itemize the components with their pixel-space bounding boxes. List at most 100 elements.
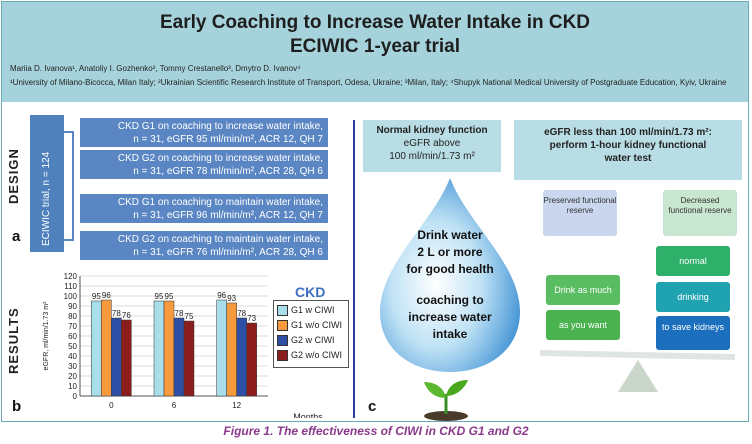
title-line-2: ECIWIC 1-year trial bbox=[290, 36, 460, 57]
panel-divider bbox=[353, 120, 355, 418]
design-section-label: DESIGN bbox=[6, 148, 21, 204]
bar bbox=[246, 322, 257, 397]
drink-as-much-block: Drink as much bbox=[546, 275, 620, 305]
design-box-line1: CKD G1 on coaching to maintain water int… bbox=[117, 197, 323, 208]
y-tick-label: 20 bbox=[68, 372, 77, 381]
bracket-vertical bbox=[72, 131, 74, 241]
y-tick-label: 80 bbox=[68, 312, 77, 321]
x-tick-label: 6 bbox=[172, 401, 177, 410]
bar bbox=[183, 320, 195, 397]
x-tick-label: 12 bbox=[232, 401, 241, 410]
y-tick-label: 50 bbox=[68, 342, 77, 351]
data-label: 96 bbox=[102, 291, 111, 300]
x-tick-label: 0 bbox=[109, 401, 114, 410]
legend-swatch bbox=[277, 320, 288, 332]
drop-line3: for good health bbox=[406, 262, 494, 276]
design-box-line2: n = 31, eGFR 96 ml/min/m², ACR 12, QH 7 bbox=[133, 210, 323, 221]
legend-item: G2 w CIWI bbox=[277, 335, 335, 347]
drinking-block: drinking bbox=[656, 282, 730, 312]
bar bbox=[163, 300, 175, 397]
normal-function-line3: 100 ml/min/1.73 m² bbox=[389, 151, 475, 162]
legend-label: G2 w/o CIWI bbox=[291, 350, 343, 360]
bar bbox=[173, 317, 185, 397]
affiliations: ¹University of Milano-Bicocca, Milan Ita… bbox=[10, 78, 727, 87]
design-box-g2-maintain: CKD G2 on coaching to maintain water int… bbox=[80, 231, 328, 260]
authors: Mariia D. Ivanova¹, Anatoliy I. Gozhenko… bbox=[10, 64, 301, 73]
design-box-g1-increase: CKD G1 on coaching to increase water int… bbox=[80, 118, 328, 147]
design-box-line1: CKD G2 on coaching to increase water int… bbox=[117, 153, 323, 164]
legend-label: G2 w CIWI bbox=[291, 335, 335, 345]
save-kidneys-block: to save kidneys bbox=[656, 316, 730, 350]
bracket-bottom bbox=[64, 239, 74, 241]
bracket-top bbox=[64, 131, 74, 133]
panel-letter-c: c bbox=[368, 398, 377, 415]
poster-header: Early Coaching to Increase Water Intake … bbox=[2, 2, 748, 102]
drop-line4: coaching to bbox=[416, 293, 484, 307]
bar bbox=[226, 302, 237, 397]
bar bbox=[111, 317, 122, 397]
preserved-reserve-label: Preserved functional reserve bbox=[543, 190, 617, 236]
bar bbox=[216, 299, 227, 397]
data-label: 78 bbox=[237, 309, 246, 318]
bar bbox=[236, 317, 247, 397]
egfr-test-line3: water test bbox=[604, 153, 652, 164]
normal-function-line2: eGFR above bbox=[403, 138, 461, 149]
drop-line2: 2 L or more bbox=[417, 245, 483, 259]
results-section-label: RESULTS bbox=[6, 307, 21, 374]
data-label: 95 bbox=[155, 292, 164, 301]
normal-function-box: Normal kidney function eGFR above 100 ml… bbox=[363, 120, 501, 172]
data-label: 78 bbox=[112, 309, 121, 318]
bar bbox=[91, 300, 102, 397]
normal-block: normal bbox=[656, 246, 730, 276]
bar bbox=[121, 319, 132, 397]
design-box-line2: n = 31, eGFR 76 ml/min/m², ACR 28, QH 6 bbox=[133, 247, 323, 258]
design-box-line1: CKD G2 on coaching to maintain water int… bbox=[117, 234, 323, 245]
design-box-line2: n = 31, eGFR 78 ml/min/m², ACR 28, QH 6 bbox=[133, 166, 323, 177]
y-tick-label: 110 bbox=[64, 282, 77, 291]
egfr-test-line2: perform 1-hour kidney functional bbox=[549, 140, 707, 151]
figure-frame bbox=[1, 1, 749, 422]
sprout-icon bbox=[424, 380, 468, 421]
figure-caption: Figure 1. The effectiveness of CIWI in C… bbox=[223, 424, 529, 438]
legend-label: G1 w CIWI bbox=[291, 305, 335, 315]
bar bbox=[101, 299, 112, 397]
decreased-reserve-label: Decreased functional reserve bbox=[663, 190, 737, 236]
y-tick-label: 10 bbox=[68, 382, 77, 391]
design-box-line1: CKD G1 on coaching to increase water int… bbox=[117, 121, 323, 132]
data-label: 78 bbox=[175, 309, 184, 318]
as-you-want-block: as you want bbox=[546, 310, 620, 340]
y-tick-label: 70 bbox=[68, 322, 77, 331]
trial-label: ECIWIC trial, n = 124 bbox=[41, 151, 52, 246]
data-label: 96 bbox=[217, 291, 226, 300]
legend-swatch bbox=[277, 305, 288, 317]
legend-item: G1 w CIWI bbox=[277, 305, 335, 317]
data-label: 93 bbox=[227, 294, 236, 303]
drop-line6: intake bbox=[432, 327, 468, 341]
normal-function-title: Normal kidney function bbox=[376, 125, 488, 136]
legend-swatch bbox=[277, 350, 288, 362]
data-label: 95 bbox=[92, 292, 101, 301]
legend-swatch bbox=[277, 335, 288, 347]
y-tick-label: 100 bbox=[64, 292, 78, 301]
design-box-line2: n = 31, eGFR 95 ml/min/m², ACR 12, QH 7 bbox=[133, 134, 323, 145]
legend-label: G1 w/o CIWI bbox=[291, 320, 343, 330]
legend-item: G2 w/o CIWI bbox=[277, 350, 343, 362]
egfr-test-line1: eGFR less than 100 ml/min/1.73 m²: bbox=[544, 127, 712, 138]
data-label: 73 bbox=[247, 314, 256, 323]
data-label: 76 bbox=[122, 311, 131, 320]
y-tick-label: 90 bbox=[68, 302, 77, 311]
drop-line1: Drink water bbox=[417, 228, 483, 242]
water-drop-icon bbox=[380, 178, 520, 372]
balance-scale-icon bbox=[540, 350, 735, 392]
title-line-1: Early Coaching to Increase Water Intake … bbox=[159, 12, 591, 33]
drop-line5: increase water bbox=[408, 310, 492, 324]
y-tick-label: 0 bbox=[73, 392, 78, 401]
design-box-g1-maintain: CKD G1 on coaching to maintain water int… bbox=[80, 194, 328, 223]
x-axis-title: Months bbox=[293, 412, 323, 418]
legend-title: CKD bbox=[295, 284, 326, 300]
panel-letter-b: b bbox=[12, 398, 22, 415]
egfr-test-box: eGFR less than 100 ml/min/1.73 m²: perfo… bbox=[514, 120, 742, 180]
bar bbox=[153, 300, 165, 397]
chart-legend: G1 w CIWI G1 w/o CIWI G2 w CIWI G2 w/o C… bbox=[273, 300, 349, 368]
y-tick-label: 120 bbox=[64, 272, 78, 281]
